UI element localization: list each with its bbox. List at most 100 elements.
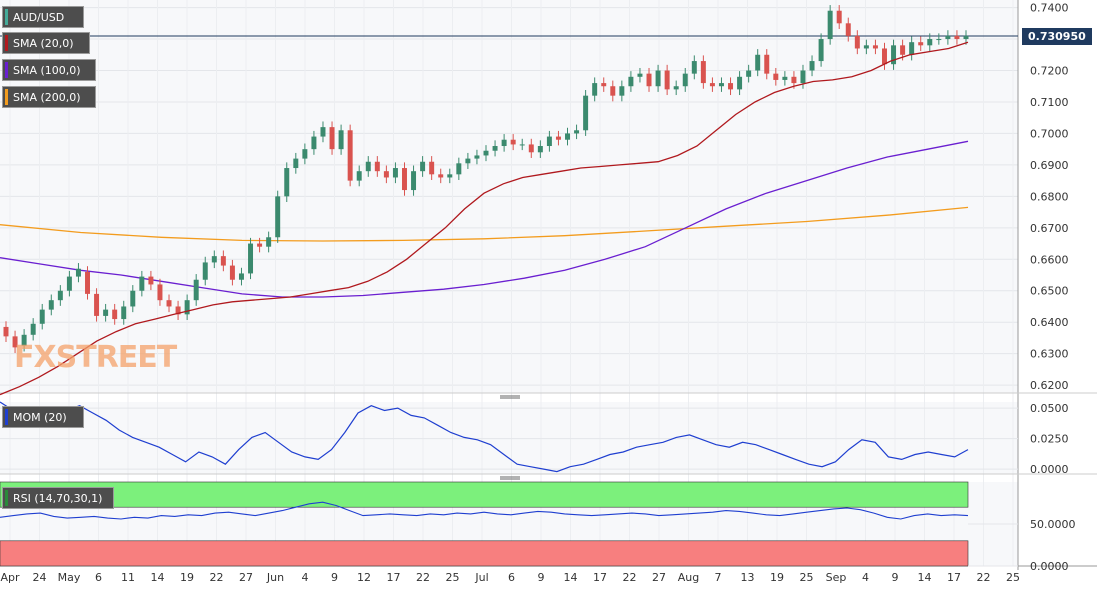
rsi-overbought-zone: [0, 481, 969, 508]
time-tick-label: 22: [623, 571, 637, 584]
candle-body: [628, 76, 634, 87]
last-price-text: 0.730950: [1028, 30, 1086, 43]
candle-body: [555, 136, 561, 140]
time-tick-label: 24: [33, 571, 47, 584]
candle-body: [157, 284, 163, 301]
momentum-label[interactable]: MOM (20): [2, 406, 84, 428]
sma100-label[interactable]: SMA (100,0): [2, 59, 96, 81]
candle-body: [546, 136, 552, 147]
candle-body: [755, 54, 761, 71]
time-tick-label: 19: [180, 571, 194, 584]
candle-body: [130, 290, 136, 307]
candle-body: [238, 273, 244, 280]
candle-body: [411, 171, 417, 191]
time-tick-label: 14: [918, 571, 932, 584]
candle-body: [275, 196, 281, 238]
candle-body: [818, 39, 824, 62]
sma200-label[interactable]: SMA (200,0): [2, 86, 96, 108]
candle-body: [528, 144, 534, 153]
price-tick-label: 0.7400: [1030, 2, 1069, 15]
candle-body: [909, 42, 915, 55]
candle-body: [592, 83, 598, 96]
time-tick-label: 9: [331, 571, 338, 584]
momentum-tick-label: 0.0500: [1030, 402, 1069, 415]
candle-body: [175, 306, 181, 315]
time-tick-label: Jun: [266, 571, 284, 584]
time-tick-label: 14: [151, 571, 165, 584]
candle-body: [383, 171, 389, 178]
time-tick-label: Aug: [678, 571, 699, 584]
rsi-label[interactable]: RSI (14,70,30,1): [2, 487, 114, 509]
candle-body: [700, 61, 706, 84]
time-tick-label: May: [58, 571, 81, 584]
candle-body: [12, 336, 18, 348]
candle-body: [936, 39, 942, 41]
candle-body: [329, 127, 335, 150]
candle-body: [284, 168, 290, 197]
time-tick-label: 14: [564, 571, 578, 584]
candle-body: [691, 61, 697, 74]
price-tick-label: 0.7200: [1030, 65, 1069, 78]
candle-body: [682, 73, 688, 87]
candle-body: [583, 95, 589, 131]
price-tick-label: 0.7000: [1030, 127, 1069, 140]
candle-body: [148, 276, 154, 285]
time-tick-label: 27: [239, 571, 253, 584]
candle-body: [420, 161, 426, 172]
price-tick-label: 0.6800: [1030, 190, 1069, 203]
time-tick-label: Jul: [474, 571, 488, 584]
candle-body: [266, 237, 272, 247]
candle-body: [202, 262, 208, 280]
candle-body: [891, 45, 897, 65]
candle-body: [39, 309, 45, 324]
candle-body: [836, 10, 842, 24]
sma20-label[interactable]: SMA (20,0): [2, 32, 90, 54]
candle-body: [374, 161, 380, 172]
time-tick-label: 22: [210, 571, 224, 584]
price-tick-label: 0.6500: [1030, 285, 1069, 298]
candle-body: [510, 139, 516, 145]
time-tick-label: Apr: [0, 571, 20, 584]
price-tick-label: 0.6900: [1030, 159, 1069, 172]
candle-body: [103, 309, 109, 316]
candle-body: [402, 168, 407, 191]
candle-body: [963, 35, 969, 40]
time-tick-label: 4: [862, 571, 869, 584]
candle-body: [492, 146, 498, 151]
candle-body: [773, 73, 779, 80]
candle-body: [465, 158, 471, 164]
time-tick-label: 6: [508, 571, 515, 584]
symbol-label: AUD/USD: [2, 6, 84, 28]
time-tick-label: 9: [538, 571, 545, 584]
sma200-text: SMA (200,0): [13, 91, 81, 104]
rsi-tick-label: 50.0000: [1030, 518, 1076, 531]
candle-body: [845, 23, 851, 36]
candle-body: [248, 243, 254, 274]
candle-body: [474, 155, 480, 159]
candle-body: [728, 83, 734, 90]
momentum-line: [0, 401, 969, 473]
candle-body: [746, 70, 752, 77]
candle-body: [664, 70, 670, 90]
price-tick-label: 0.6200: [1030, 379, 1069, 392]
sma20-line: [0, 41, 969, 396]
candle-body: [320, 127, 326, 137]
candle-body: [610, 86, 616, 96]
candle-body: [139, 276, 145, 291]
candle-body: [48, 300, 54, 310]
time-tick-label: 7: [715, 571, 722, 584]
momentum-panel-bg: [0, 402, 1018, 474]
candle-body: [193, 279, 199, 301]
price-tick-label: 0.6300: [1030, 348, 1069, 361]
price-tick-label: 0.6600: [1030, 253, 1069, 266]
candle-body: [764, 54, 770, 74]
candle-body: [574, 130, 580, 134]
sma100-text: SMA (100,0): [13, 64, 81, 77]
candle-body: [646, 73, 652, 87]
price-tick-label: 0.6700: [1030, 222, 1069, 235]
candle-body: [456, 163, 462, 175]
candle-body: [21, 334, 27, 346]
candle-body: [94, 293, 100, 316]
candle-body: [565, 133, 570, 140]
candle-body: [519, 144, 525, 146]
